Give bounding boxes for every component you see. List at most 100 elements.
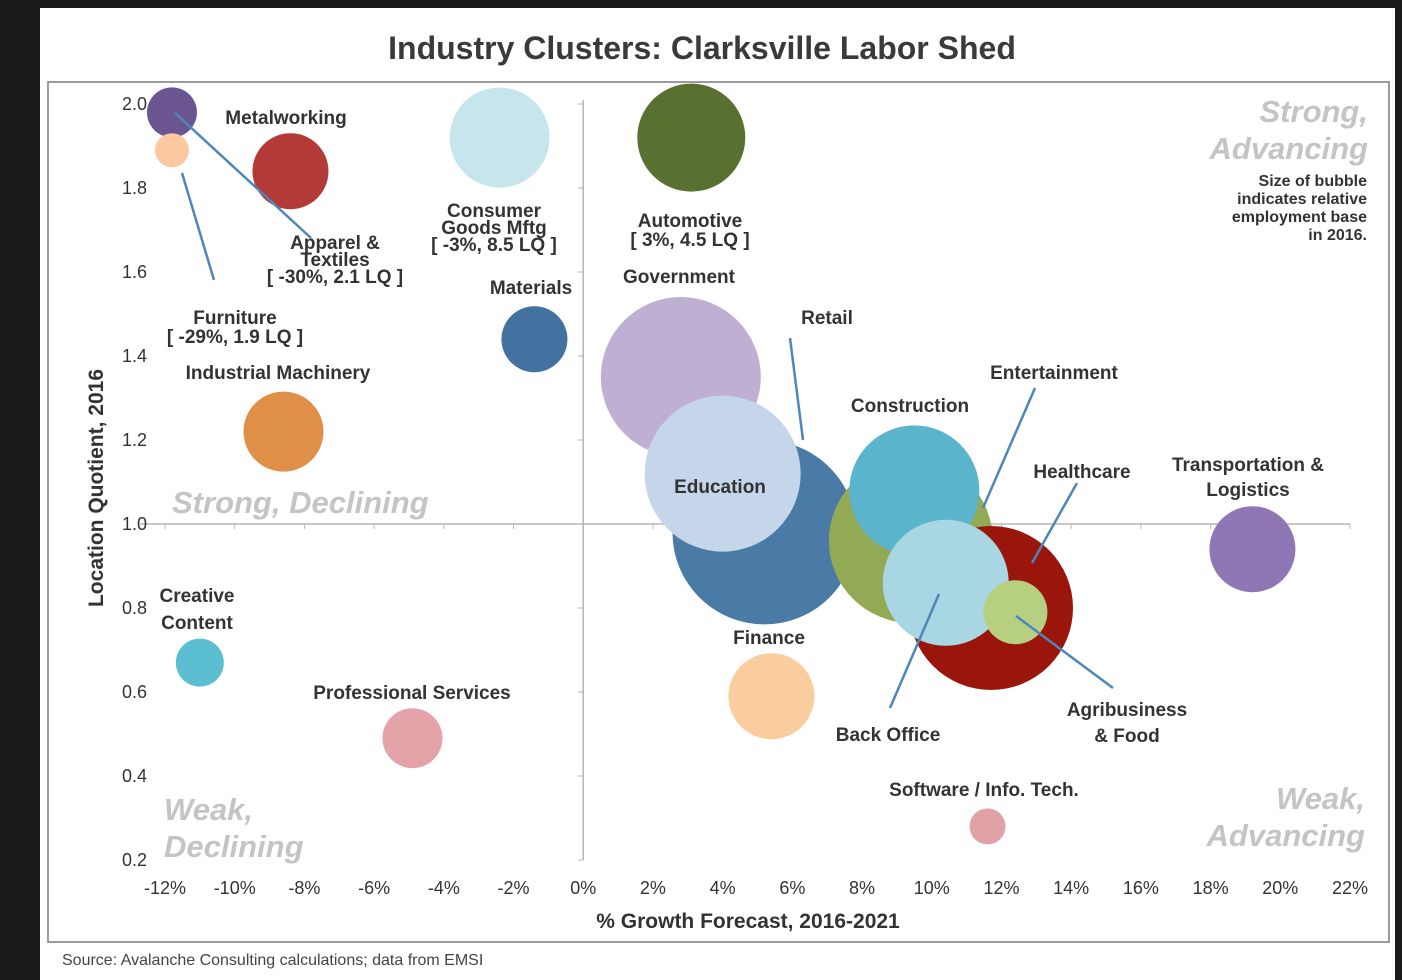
bubble-back-office bbox=[882, 519, 1009, 646]
x-tick-label: 6% bbox=[779, 878, 805, 898]
quadrant-label-strong-declining: Strong, Declining bbox=[172, 485, 429, 520]
y-tick-label: 1.2 bbox=[122, 430, 147, 450]
bubble-materials bbox=[501, 306, 568, 373]
x-tick-label: 2% bbox=[640, 878, 666, 898]
quadrant-label-weak-declining: Weak, bbox=[164, 792, 253, 827]
leader-line-metalworking bbox=[174, 112, 312, 239]
y-axis-title: Location Quotient, 2016 bbox=[85, 369, 108, 607]
label-line: Agribusiness bbox=[1067, 700, 1187, 721]
bubble-furniture bbox=[154, 133, 189, 168]
quadrant-label-weak-advancing: Weak, bbox=[1276, 781, 1365, 816]
bubble-consumer-goods-mftg bbox=[449, 87, 550, 188]
label-line: Logistics bbox=[1206, 480, 1289, 501]
bubble-metalworking bbox=[146, 87, 197, 138]
y-tick-label: 0.8 bbox=[122, 598, 147, 618]
label-line: Consumer bbox=[447, 201, 542, 222]
x-tick-label: -12% bbox=[144, 878, 186, 898]
quadrant-label-strong-advancing: Advancing bbox=[1209, 131, 1369, 166]
bubble-transportation-logistics bbox=[1209, 506, 1296, 593]
x-axis-title: % Growth Forecast, 2016-2021 bbox=[596, 910, 900, 933]
leader-line-agribusiness-food bbox=[1015, 614, 1114, 690]
label-entertainment: Entertainment bbox=[990, 363, 1118, 384]
label-line: Industrial Machinery bbox=[186, 363, 371, 384]
y-tick-label: 1.4 bbox=[122, 346, 147, 366]
bubbles bbox=[146, 83, 1296, 845]
label-line: Transportation & bbox=[1172, 455, 1324, 476]
label-creative-content: Creative Content bbox=[160, 586, 235, 634]
label-metalworking: Metalworking bbox=[225, 108, 346, 129]
label-line: Government bbox=[623, 267, 736, 288]
label-transportation-logistics: Transportation & Logistics bbox=[1172, 455, 1324, 501]
source-note: Source: Avalanche Consulting calculation… bbox=[62, 952, 483, 969]
label-line: [ -30%, 2.1 LQ ] bbox=[267, 267, 403, 288]
y-tick-label: 1.0 bbox=[122, 514, 147, 534]
plot-frame bbox=[47, 81, 1390, 943]
size-note-line: employment base bbox=[1232, 209, 1367, 226]
label-furniture: Furniture[ -29%, 1.9 LQ ] bbox=[167, 308, 303, 348]
label-industrial-machinery: Industrial Machinery bbox=[186, 363, 371, 384]
x-tick-label: 8% bbox=[849, 878, 875, 898]
bubble-labels: Government Retail Education Entertainment He… bbox=[160, 108, 1325, 801]
chart-panel: Industry Clusters: Clarksville Labor She… bbox=[40, 8, 1395, 980]
x-tick-label: 14% bbox=[1053, 878, 1089, 898]
x-tick-label: 12% bbox=[983, 878, 1019, 898]
leader-line-entertainment bbox=[981, 387, 1037, 509]
bubble-apparel-textiles bbox=[252, 133, 329, 210]
label-apparel-textiles: Apparel & Textiles[ -30%, 2.1 LQ ] bbox=[267, 233, 403, 288]
label-line: Education bbox=[674, 477, 766, 498]
label-line: Software / Info. Tech. bbox=[889, 780, 1079, 801]
label-healthcare: Healthcare bbox=[1033, 462, 1130, 483]
y-tick-label: 2.0 bbox=[122, 94, 147, 114]
quadrant-label-strong-advancing: Strong, bbox=[1260, 94, 1369, 129]
bubble-automotive bbox=[637, 83, 746, 192]
label-line: Retail bbox=[801, 308, 853, 329]
y-tick-label: 1.8 bbox=[122, 178, 147, 198]
leader-lines bbox=[174, 112, 1114, 709]
x-tick-label: 18% bbox=[1193, 878, 1229, 898]
label-line: Apparel & bbox=[290, 233, 380, 254]
label-line: Back Office bbox=[836, 725, 941, 746]
label-construction: Construction bbox=[851, 396, 969, 417]
x-tick-label: 0% bbox=[570, 878, 596, 898]
x-tick-label: 4% bbox=[710, 878, 736, 898]
label-line: Creative bbox=[160, 586, 235, 607]
label-line: Entertainment bbox=[990, 363, 1118, 384]
x-tick-label: -8% bbox=[288, 878, 320, 898]
label-materials: Materials bbox=[490, 278, 572, 299]
y-tick-label: 0.2 bbox=[122, 850, 147, 870]
x-tick-label: 20% bbox=[1262, 878, 1298, 898]
x-tick-label: -6% bbox=[358, 878, 390, 898]
size-note-line: Size of bubble bbox=[1259, 173, 1368, 190]
x-tick-label: -4% bbox=[428, 878, 460, 898]
label-back-office: Back Office bbox=[836, 725, 941, 746]
x-tick-label: 10% bbox=[914, 878, 950, 898]
leader-line-furniture bbox=[180, 172, 216, 281]
label-line: Healthcare bbox=[1033, 462, 1130, 483]
bubble-education bbox=[644, 395, 801, 552]
label-line: Metalworking bbox=[225, 108, 346, 129]
x-tick-label: -10% bbox=[214, 878, 256, 898]
label-line: Professional Services bbox=[313, 683, 511, 704]
label-retail: Retail bbox=[801, 308, 853, 329]
label-software-info-tech: Software / Info. Tech. bbox=[889, 780, 1079, 801]
leader-line-retail bbox=[788, 337, 805, 441]
label-automotive: Automotive[ 3%, 4.5 LQ ] bbox=[630, 211, 749, 251]
label-line: [ 3%, 4.5 LQ ] bbox=[630, 230, 749, 251]
bubble-chart: Industry Clusters: Clarksville Labor She… bbox=[47, 30, 1390, 969]
size-note-line: in 2016. bbox=[1308, 227, 1367, 244]
label-government: Government bbox=[623, 267, 736, 288]
y-tick-label: 1.6 bbox=[122, 262, 147, 282]
bubble-finance bbox=[728, 653, 815, 740]
label-line: Furniture bbox=[193, 308, 276, 329]
label-consumer-goods-mftg: Consumer Goods Mftg[ -3%, 8.5 LQ ] bbox=[431, 201, 557, 256]
leader-line-back-office bbox=[888, 593, 941, 709]
label-education: Education bbox=[674, 477, 766, 498]
label-line: Textiles bbox=[300, 250, 369, 271]
axes: -12% -10% -8% -6% -4% -2% 0% 2% 4% 6% 8% 10% 12% 14% 1… bbox=[122, 94, 1368, 898]
label-line: Finance bbox=[733, 628, 805, 649]
quadrant-label-weak-advancing: Advancing bbox=[1206, 818, 1366, 853]
label-line: Goods Mftg bbox=[441, 218, 547, 239]
bubble-professional-services bbox=[382, 708, 443, 769]
x-tick-label: 16% bbox=[1123, 878, 1159, 898]
